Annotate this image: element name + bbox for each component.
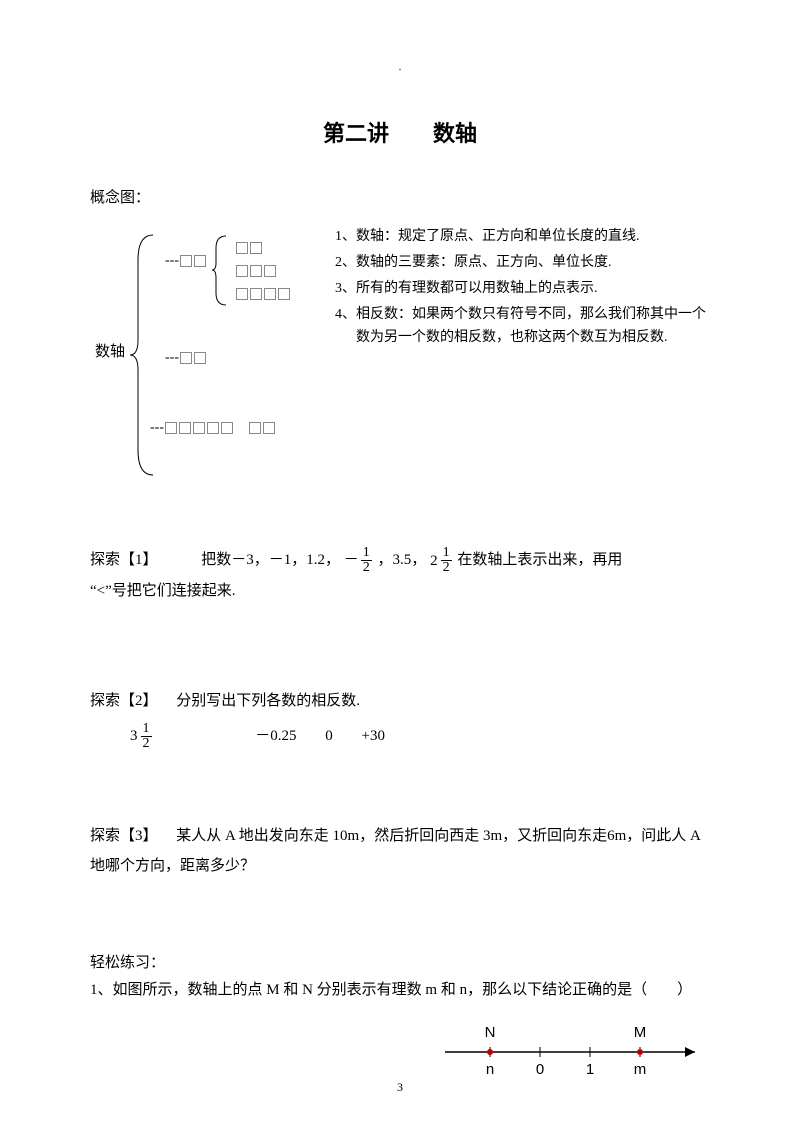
page-number: 3 — [397, 1078, 403, 1097]
branch1-prefix: --- — [165, 253, 179, 268]
problem-3-text: 某人从 A 地出发向东走 10m，然后折回向西走 3m，又折回向东走6m，问此人… — [90, 828, 700, 874]
branch2-prefix: --- — [165, 350, 179, 365]
tree-root-label: 数轴 — [95, 340, 125, 364]
branch3-prefix: --- — [150, 420, 164, 435]
value-4: +30 — [362, 728, 385, 744]
definition-2: 2、 数轴的三要素：原点、正方向、单位长度. — [335, 251, 710, 275]
branch-2: --- — [165, 347, 207, 369]
concept-row: 数轴 --- --- --- 1、 数轴：规定了原点、正方向和单位长度的直线. — [90, 225, 710, 485]
boxes-row-1 — [235, 237, 263, 258]
branch-3: --- — [150, 417, 276, 439]
concept-diagram: 数轴 --- --- --- — [90, 225, 330, 485]
practice-item-1: 1、如图所示，数轴上的点 M 和 N 分别表示有理数 m 和 n，那么以下结论正… — [90, 978, 710, 1004]
problem-2-text: 分别写出下列各数的相反数. — [176, 693, 360, 709]
value-2: －0.25 — [255, 728, 296, 744]
svg-text:m: m — [634, 1061, 647, 1078]
big-brace — [128, 230, 158, 488]
branch-1: --- — [165, 250, 207, 272]
mixed-number-1: 212 — [430, 546, 454, 576]
practice-title: 轻松练习： — [90, 951, 710, 975]
def-num-2: 2、 — [335, 251, 356, 275]
small-brace — [210, 233, 230, 316]
problem-1-label: 探索【1】 — [90, 552, 158, 568]
def-num-1: 1、 — [335, 225, 356, 249]
definition-3: 3、 所有的有理数都可以用数轴上的点表示. — [335, 277, 710, 301]
boxes-row-3 — [235, 283, 291, 304]
frac1-sign: － — [344, 552, 359, 568]
mixed1-whole: 2 — [430, 546, 438, 576]
frac1-num: 1 — [361, 546, 372, 561]
boxes-row-2 — [235, 260, 277, 281]
definition-1: 1、 数轴：规定了原点、正方向和单位长度的直线. — [335, 225, 710, 249]
value-1: 312 — [130, 721, 202, 751]
problem-3: 探索【3】 某人从 A 地出发向东走 10m，然后折回向西走 3m，又折回向东走… — [90, 821, 710, 881]
lesson-title: 第二讲 数轴 — [90, 116, 710, 151]
value-3: 0 — [325, 728, 333, 744]
problem-2-values: 312 －0.25 0 +30 — [130, 721, 710, 752]
def-num-3: 3、 — [335, 277, 356, 301]
mixed1-den: 2 — [441, 561, 452, 575]
v1-whole: 3 — [130, 721, 138, 751]
svg-text:M: M — [634, 1024, 647, 1041]
number-line-diagram: N M n 0 1 m — [440, 1022, 710, 1082]
top-marker: . — [90, 60, 710, 76]
concept-label: 概念图： — [90, 186, 710, 210]
fraction-1: 12 — [361, 546, 372, 575]
svg-text:1: 1 — [586, 1061, 594, 1078]
problem-1-text-after: 在数轴上表示出来，再用 — [457, 552, 622, 568]
svg-text:n: n — [486, 1061, 494, 1078]
problem-1: 探索【1】 把数－3，－1，1.2， －12 ，3.5， 212 在数轴上表示出… — [90, 545, 710, 606]
definitions-list: 1、 数轴：规定了原点、正方向和单位长度的直线. 2、 数轴的三要素：原点、正方… — [330, 225, 710, 352]
def-text-1: 数轴：规定了原点、正方向和单位长度的直线. — [356, 225, 640, 249]
frac1-den: 2 — [361, 561, 372, 575]
def-text-2: 数轴的三要素：原点、正方向、单位长度. — [356, 251, 612, 275]
definition-4: 4、 相反数：如果两个数只有符号不同，那么我们称其中一个数为另一个数的相反数，也… — [335, 303, 710, 351]
problem-1-text-before: 把数－3，－1，1.2， — [201, 552, 340, 568]
v1-den: 2 — [141, 737, 152, 751]
problem-1-line2: “<”号把它们连接起来. — [90, 583, 236, 599]
def-num-4: 4、 — [335, 303, 356, 351]
problem-2: 探索【2】 分别写出下列各数的相反数. 312 －0.25 0 +30 — [90, 686, 710, 752]
mixed1-num: 1 — [441, 546, 452, 561]
problem-3-label: 探索【3】 — [90, 828, 158, 844]
problem-2-label: 探索【2】 — [90, 693, 158, 709]
v1-num: 1 — [141, 722, 152, 737]
def-text-3: 所有的有理数都可以用数轴上的点表示. — [356, 277, 598, 301]
svg-text:0: 0 — [536, 1061, 544, 1078]
def-text-4: 相反数：如果两个数只有符号不同，那么我们称其中一个数为另一个数的相反数，也称这两… — [356, 303, 710, 351]
problem-1-text-mid: ，3.5， — [378, 552, 427, 568]
svg-text:N: N — [485, 1024, 496, 1041]
